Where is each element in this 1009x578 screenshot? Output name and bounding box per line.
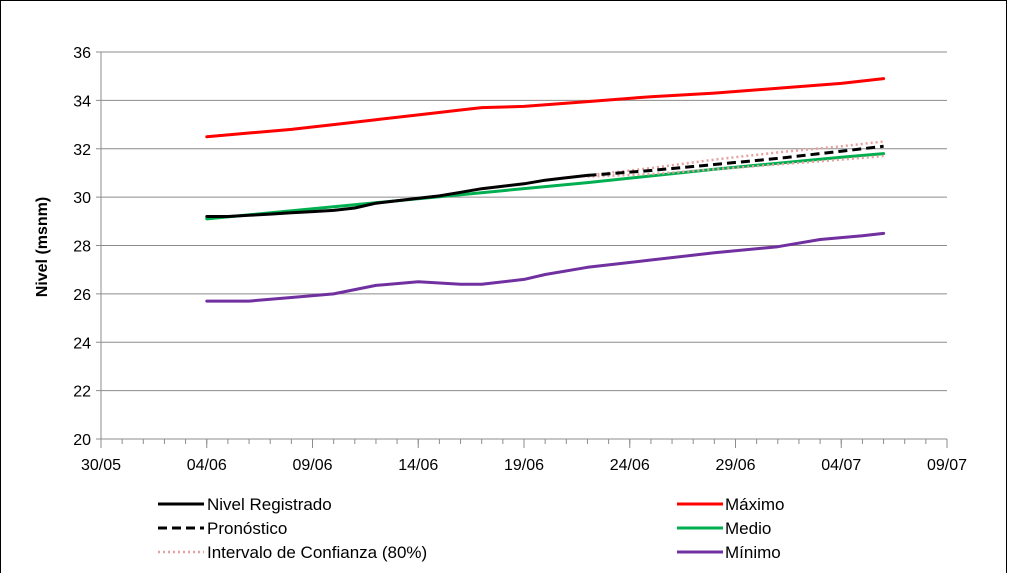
- x-tick-label: 09/06: [292, 457, 332, 474]
- y-tick-label: 30: [73, 190, 91, 207]
- y-tick-label: 28: [73, 239, 91, 256]
- x-tick-label: 29/06: [715, 457, 755, 474]
- x-tick-label: 14/06: [398, 457, 438, 474]
- series-line-m-nimo: [205, 231, 886, 303]
- y-tick-label: 20: [73, 432, 91, 449]
- y-tick-label: 36: [73, 45, 91, 62]
- x-tick-label: 30/05: [81, 457, 121, 474]
- y-tick-label: 32: [73, 142, 91, 159]
- legend: Nivel Registrado Pronóstico Intervalo de C…: [158, 495, 785, 562]
- legend-label: Pronóstico: [207, 519, 287, 538]
- y-tick-label: 24: [73, 335, 91, 352]
- series-line-nivel-registrado: [205, 173, 589, 218]
- series-line-ci-lower: [587, 154, 884, 178]
- axes: 20 22 24 26 28 30 32 34 36 30/05 04/06 09/06 14/06 19…: [73, 45, 967, 474]
- y-tick-label: 34: [73, 93, 91, 110]
- y-tick-label: 22: [73, 384, 91, 401]
- x-tick-label: 19/06: [504, 457, 544, 474]
- legend-label: Intervalo de Confianza (80%): [207, 543, 427, 562]
- legend-label: Medio: [725, 519, 771, 538]
- x-tick-label: 09/07: [927, 457, 967, 474]
- x-tick-label: 04/06: [187, 457, 227, 474]
- legend-label: Mínimo: [725, 543, 781, 562]
- series-line-medio: [205, 152, 886, 221]
- series-line-pron-stico: [587, 144, 884, 177]
- legend-label: Máximo: [725, 495, 785, 514]
- y-axis-label: Nivel (msnm): [34, 197, 51, 297]
- series-line-m-ximo: [205, 77, 886, 139]
- x-tick-label: 24/06: [610, 457, 650, 474]
- series-layer: [205, 77, 886, 303]
- gridlines: [101, 51, 947, 440]
- y-tick-label: 26: [73, 287, 91, 304]
- x-tick-label: 04/07: [821, 457, 861, 474]
- legend-label: Nivel Registrado: [207, 495, 332, 514]
